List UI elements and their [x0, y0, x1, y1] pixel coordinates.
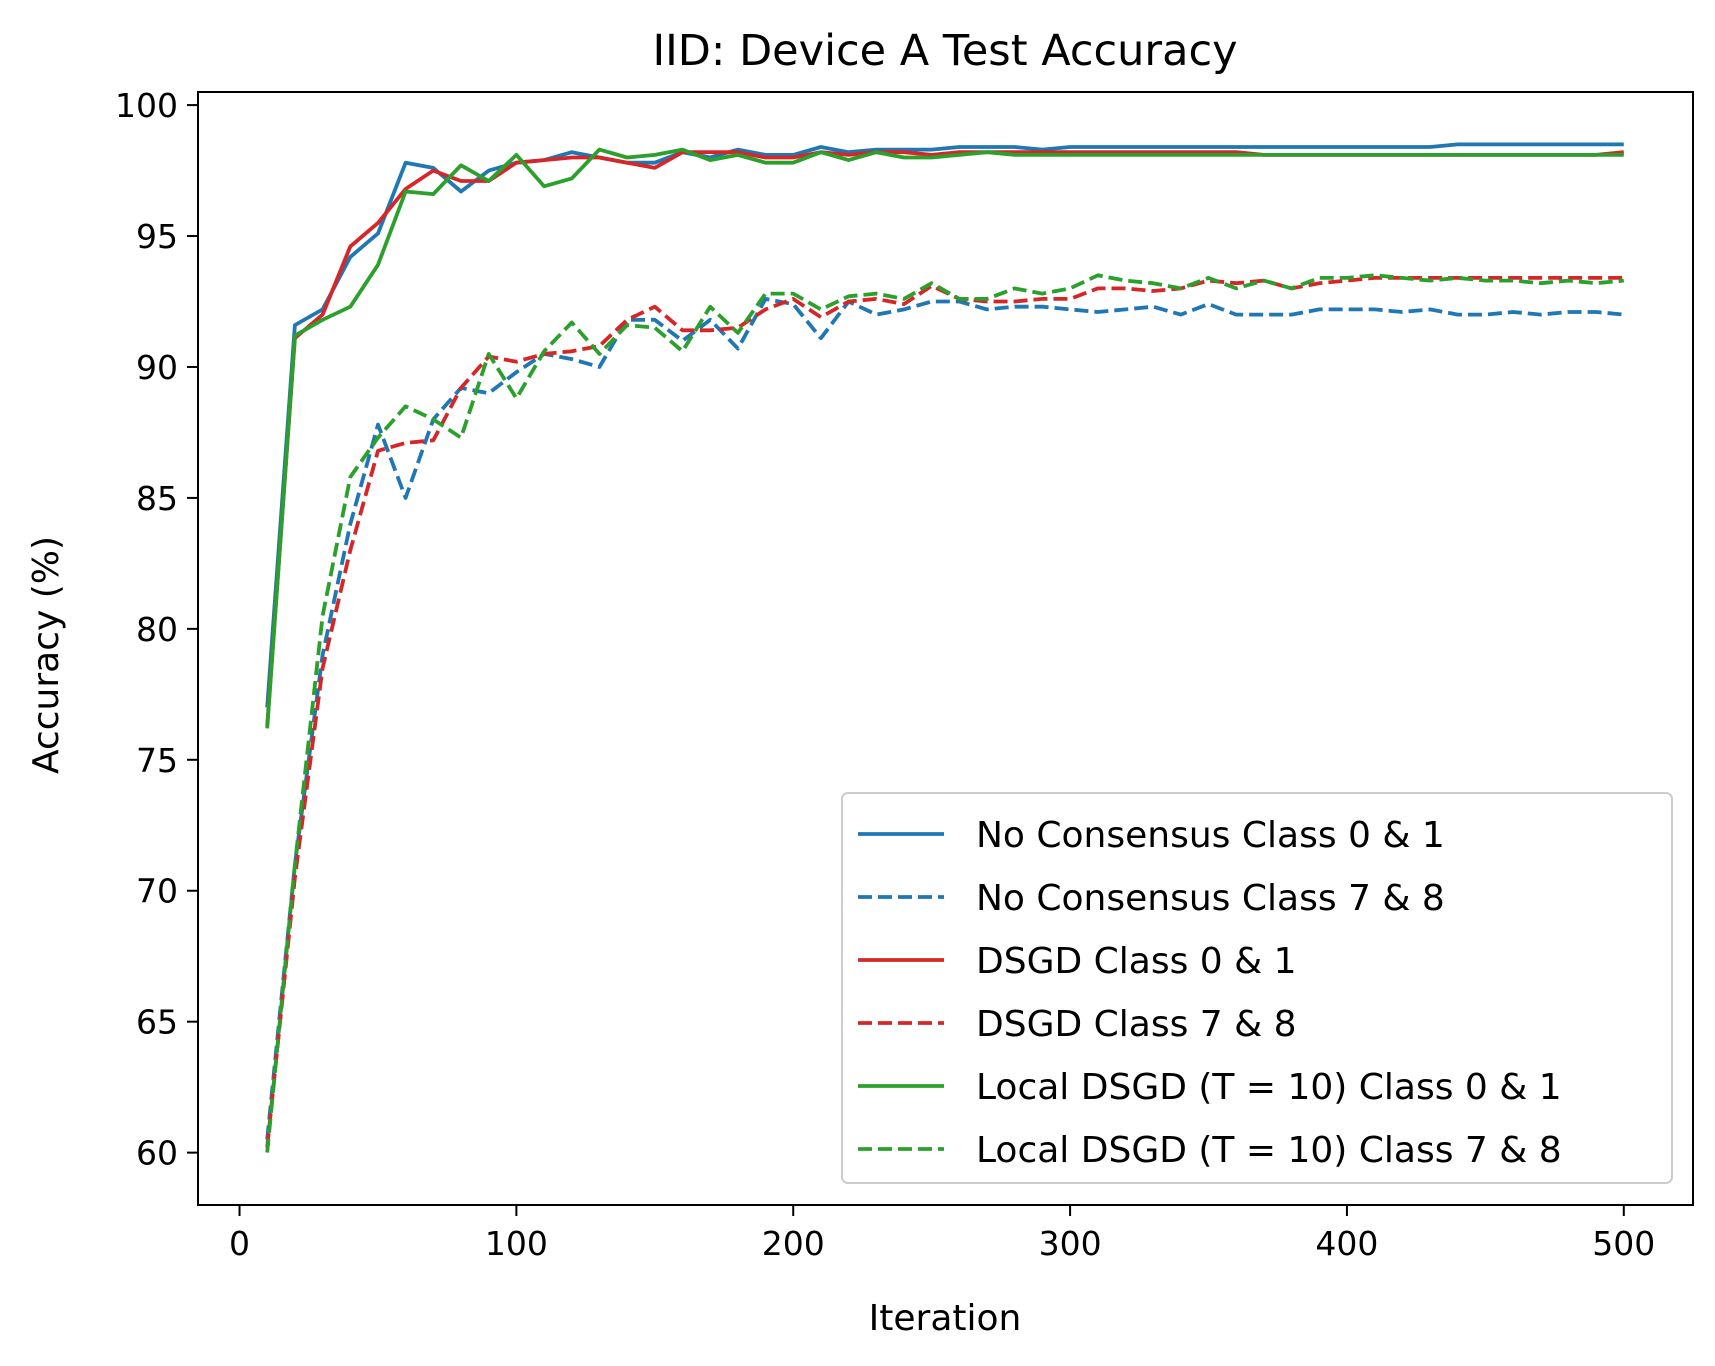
axes-layer: 0 100 200 300 400 500 60 65 70 75 80 85 90 95 100	[115, 86, 1694, 1263]
legend-label: DSGD Class 0 & 1	[976, 941, 1297, 982]
x-tick-label: 400	[1315, 1224, 1378, 1263]
legend-label: DSGD Class 7 & 8	[976, 1004, 1297, 1045]
x-tick-label: 500	[1592, 1224, 1655, 1263]
legend-label: Local DSGD (T = 10) Class 0 & 1	[976, 1067, 1562, 1108]
y-tick-label: 90	[136, 348, 178, 387]
series-line-local-dsgd-t-10-class-7-8	[265, 273, 1624, 1153]
y-tick-label: 80	[136, 610, 178, 649]
x-tick-label: 300	[1039, 1224, 1102, 1263]
legend-label: Local DSGD (T = 10) Class 7 & 8	[976, 1130, 1562, 1171]
y-tick-label: 75	[136, 741, 178, 780]
x-tick-label: 200	[762, 1224, 825, 1263]
x-axis-label: Iteration	[869, 1298, 1022, 1339]
series-layer	[265, 142, 1624, 1153]
series-line-no-consensus-class-7-8	[265, 296, 1624, 1140]
y-tick-label: 95	[136, 217, 178, 256]
legend-label: No Consensus Class 0 & 1	[976, 815, 1445, 856]
plot-frame	[197, 91, 1694, 1206]
y-tick-label: 70	[136, 872, 178, 911]
legend-box	[841, 792, 1673, 1184]
y-tick-label: 100	[115, 86, 178, 125]
legend-label: No Consensus Class 7 & 8	[976, 878, 1445, 919]
y-tick-label: 60	[136, 1134, 178, 1173]
y-tick-label: 65	[136, 1003, 178, 1042]
series-line-no-consensus-class-0-1	[265, 142, 1624, 708]
series-line-local-dsgd-t-10-class-0-1	[265, 147, 1624, 729]
chart-title: IID: Device A Test Accuracy	[652, 26, 1237, 76]
x-tick-label: 100	[485, 1224, 548, 1263]
legend: No Consensus Class 0 & 1 No Consensus Cla…	[841, 792, 1673, 1184]
x-tick-label: 0	[229, 1224, 250, 1263]
y-axis-label: Accuracy (%)	[26, 536, 67, 774]
y-tick-label: 85	[136, 479, 178, 518]
